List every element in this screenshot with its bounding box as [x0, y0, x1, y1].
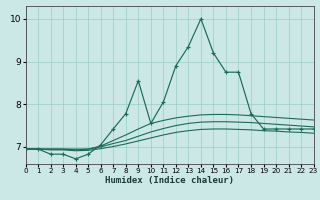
X-axis label: Humidex (Indice chaleur): Humidex (Indice chaleur)	[105, 176, 234, 185]
